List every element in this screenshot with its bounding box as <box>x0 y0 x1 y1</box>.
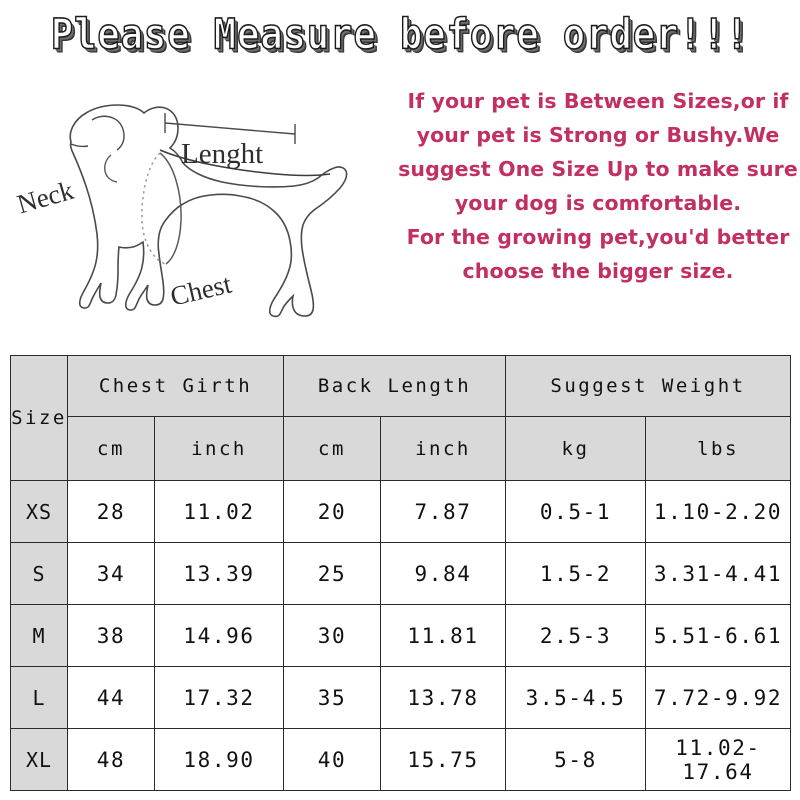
cell-weight-lbs: 11.02-17.64 <box>645 728 791 791</box>
header-size: Size <box>10 355 68 481</box>
note-line: your pet is Strong or Bushy.We <box>416 123 780 147</box>
cell-back-inch: 7.87 <box>380 480 506 543</box>
note-line: For the growing pet,you'd better <box>406 225 790 249</box>
cell-weight-kg: 5-8 <box>505 728 646 791</box>
diagram-label-length: Lenght <box>181 138 264 170</box>
dog-ear-path <box>91 115 125 151</box>
header-suggest-weight: Suggest Weight <box>505 355 791 417</box>
table-row: L 44 17.32 35 13.78 3.5-4.5 7.72-9.92 <box>10 666 791 729</box>
header-weight-kg: kg <box>505 416 646 481</box>
header-back-length: Back Length <box>283 355 506 417</box>
dog-measurement-diagram: Neck Lenght Chest <box>8 58 388 328</box>
cell-back-inch: 13.78 <box>380 666 506 729</box>
dog-body-path <box>69 104 348 318</box>
cell-chest-inch: 14.96 <box>154 604 284 667</box>
cell-chest-cm: 28 <box>67 480 155 543</box>
table-head: Size Chest Girth Back Length Suggest Wei… <box>10 355 791 481</box>
cell-chest-inch: 11.02 <box>154 480 284 543</box>
title-banner: Please Measure before order!!! <box>0 12 800 57</box>
cell-back-cm: 35 <box>283 666 381 729</box>
cell-size: XS <box>10 480 68 543</box>
table-row: S 34 13.39 25 9.84 1.5-2 3.31-4.41 <box>10 542 791 605</box>
header-back-inch: inch <box>380 416 506 481</box>
cell-back-inch: 11.81 <box>380 604 506 667</box>
cell-chest-cm: 34 <box>67 542 155 605</box>
cell-back-inch: 15.75 <box>380 728 506 791</box>
size-chart-table: Size Chest Girth Back Length Suggest Wei… <box>10 355 791 791</box>
chest-girth-back-path <box>141 152 167 265</box>
cell-weight-kg: 0.5-1 <box>505 480 646 543</box>
back-topline-path <box>159 149 331 177</box>
cell-chest-cm: 44 <box>67 666 155 729</box>
cell-back-inch: 9.84 <box>380 542 506 605</box>
header-weight-lbs: lbs <box>645 416 791 481</box>
cell-size: XL <box>10 728 68 791</box>
header-chest-inch: inch <box>154 416 284 481</box>
page-title: Please Measure before order!!! <box>50 10 750 59</box>
dog-outline-svg <box>69 104 348 318</box>
cell-weight-lbs: 5.51-6.61 <box>645 604 791 667</box>
cell-chest-cm: 38 <box>67 604 155 667</box>
sizing-advice-note: If your pet is Between Sizes,or if your … <box>398 84 798 288</box>
cell-size: M <box>10 604 68 667</box>
header-chest-cm: cm <box>67 416 155 481</box>
size-chart-container: Size Chest Girth Back Length Suggest Wei… <box>10 355 791 791</box>
cell-weight-kg: 2.5-3 <box>505 604 646 667</box>
table-row: XS 28 11.02 20 7.87 0.5-1 1.10-2.20 <box>10 480 791 543</box>
note-line: If your pet is Between Sizes,or if <box>407 89 789 113</box>
dog-muzzle-path <box>70 143 89 148</box>
cell-back-cm: 30 <box>283 604 381 667</box>
note-line: suggest One Size Up to make sure <box>398 157 798 181</box>
cell-chest-inch: 18.90 <box>154 728 284 791</box>
cell-chest-cm: 48 <box>67 728 155 791</box>
cell-weight-lbs: 1.10-2.20 <box>645 480 791 543</box>
table-row: XL 48 18.90 40 15.75 5-8 11.02-17.64 <box>10 728 791 791</box>
neck-collar-path <box>104 154 118 183</box>
cell-back-cm: 20 <box>283 480 381 543</box>
cell-weight-kg: 3.5-4.5 <box>505 666 646 729</box>
cell-size: L <box>10 666 68 729</box>
header-back-cm: cm <box>283 416 381 481</box>
chest-girth-front-path <box>159 152 182 265</box>
table-header-row-units: cm inch cm inch kg lbs <box>11 416 791 481</box>
cell-weight-lbs: 7.72-9.92 <box>645 666 791 729</box>
cell-weight-lbs: 3.31-4.41 <box>645 542 791 605</box>
note-line: choose the bigger size. <box>462 259 734 283</box>
cell-back-cm: 40 <box>283 728 381 791</box>
table-row: M 38 14.96 30 11.81 2.5-3 5.51-6.61 <box>10 604 791 667</box>
note-line: your dog is comfortable. <box>454 191 742 215</box>
length-measure-bar <box>164 113 296 144</box>
cell-chest-inch: 17.32 <box>154 666 284 729</box>
header-chest-girth: Chest Girth <box>67 355 284 417</box>
cell-weight-kg: 1.5-2 <box>505 542 646 605</box>
table-header-row-groups: Size Chest Girth Back Length Suggest Wei… <box>10 355 791 481</box>
cell-chest-inch: 13.39 <box>154 542 284 605</box>
cell-size: S <box>10 542 68 605</box>
table-body: XS 28 11.02 20 7.87 0.5-1 1.10-2.20 S 34… <box>10 480 791 791</box>
cell-back-cm: 25 <box>283 542 381 605</box>
